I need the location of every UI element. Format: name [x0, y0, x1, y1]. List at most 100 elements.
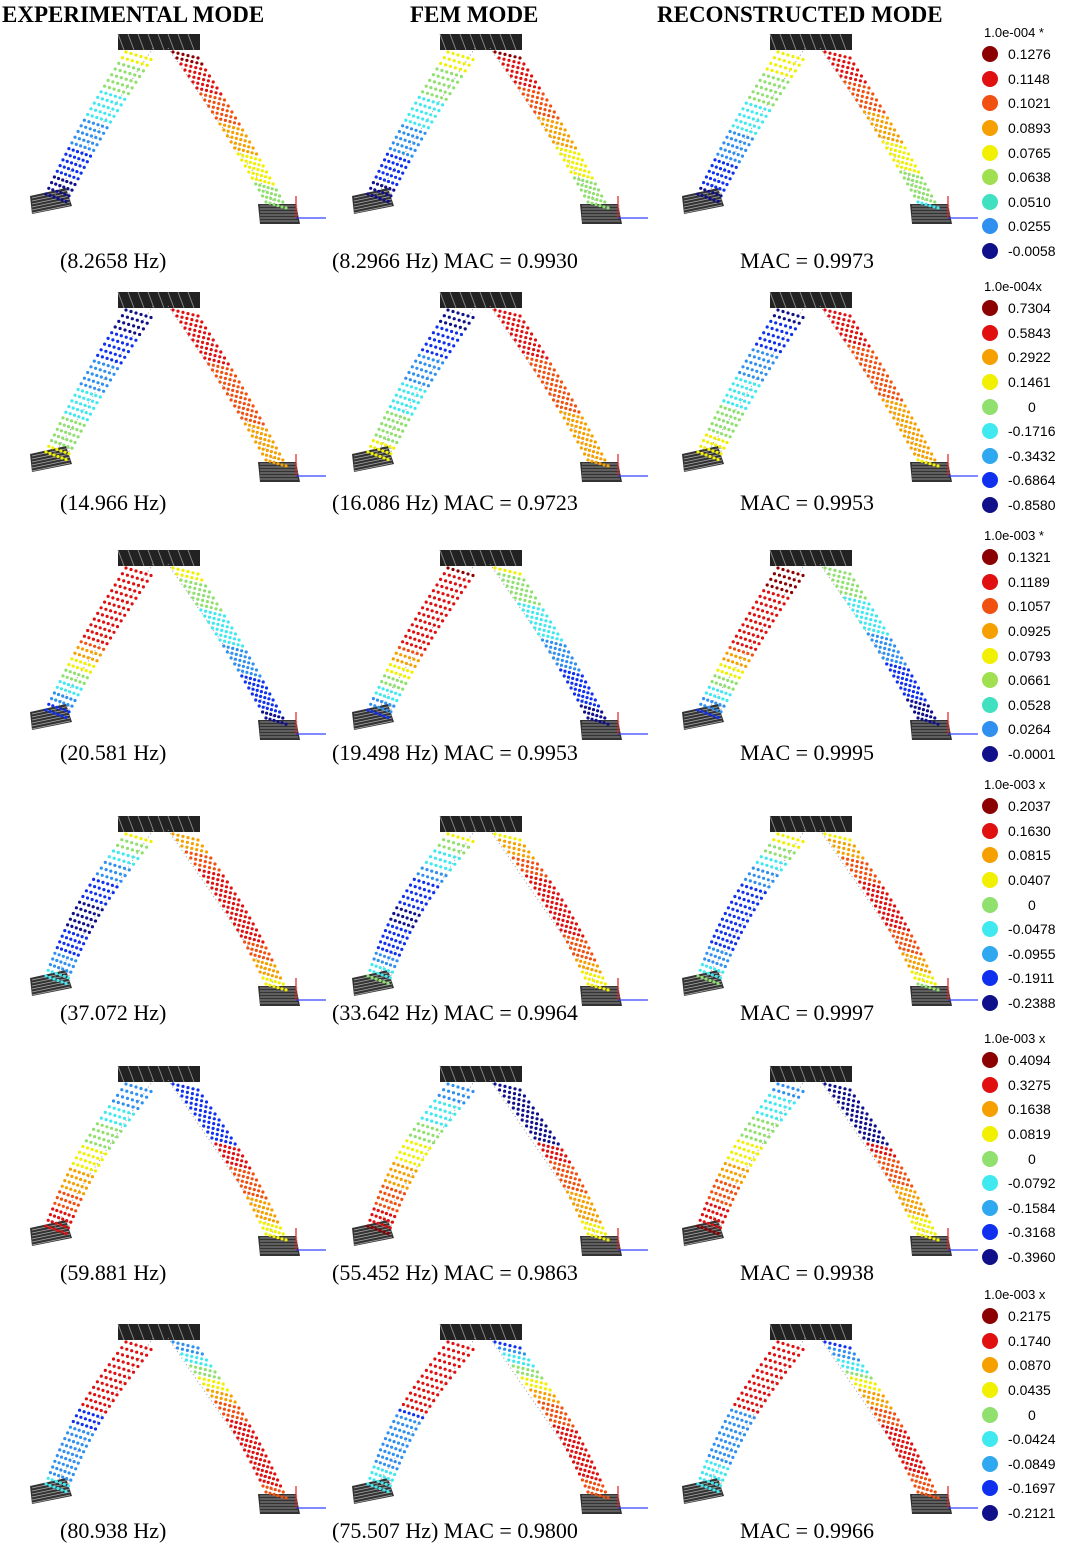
legend-value: 0.1148	[1008, 70, 1050, 87]
right-leg-displacement-points	[493, 566, 610, 726]
legend-entry: -0.8580	[974, 493, 1073, 518]
top-support-block	[117, 291, 200, 309]
undeformed-mesh-outline	[374, 563, 601, 725]
left-base-support	[352, 1220, 394, 1246]
fem-frequency-mac-caption-row-6: (75.507 Hz) MAC = 0.9800	[332, 1518, 578, 1543]
undeformed-mesh-outline	[374, 305, 601, 467]
legend-color-swatch	[982, 374, 998, 391]
legend-entry: 0.0528	[974, 693, 1073, 718]
right-base-support	[580, 1236, 622, 1256]
left-leg-displacement-points	[696, 308, 805, 462]
legend-color-swatch	[982, 1076, 998, 1093]
right-base-support	[910, 1236, 952, 1256]
axis-triad-icon	[947, 1228, 978, 1251]
axis-triad-icon	[617, 1228, 648, 1251]
legend-color-swatch	[982, 672, 998, 689]
legend-value: 0.1189	[1008, 573, 1050, 590]
legend-entry: -0.3960	[974, 1245, 1073, 1270]
legend-scale-factor: 1.0e-003 x	[984, 777, 1046, 792]
reconstructed-mac-caption-row-1: MAC = 0.9973	[740, 248, 875, 273]
top-support-block	[769, 815, 852, 833]
legend-color-swatch	[982, 423, 998, 440]
legend-color-swatch	[982, 1505, 998, 1522]
right-leg-displacement-points	[823, 308, 940, 468]
legend-entry: 0.0510	[974, 190, 1073, 215]
legend-color-swatch	[982, 847, 998, 864]
legend-color-swatch	[982, 243, 998, 260]
right-leg-displacement-points	[823, 832, 940, 992]
right-leg-displacement-points	[823, 50, 940, 210]
color-legend-row-1: 1.0e-004 * 0.1276 0.1148 0.1021 0.0893 0.0765…	[974, 24, 1073, 263]
color-legend-row-5: 1.0e-003 x 0.4094 0.3275 0.1638 0.0819 0 -0.07…	[974, 1030, 1073, 1269]
legend-entry: 0.1057	[974, 594, 1073, 619]
undeformed-mesh-outline	[374, 1079, 601, 1241]
legend-color-swatch	[982, 1175, 998, 1192]
right-leg-displacement-points	[493, 1340, 610, 1500]
axis-triad-icon	[295, 712, 326, 735]
legend-color-swatch	[982, 349, 998, 366]
fem-mode-plot-row-3	[352, 549, 648, 740]
legend-entry: 0.0793	[974, 643, 1073, 668]
fem-mode-plot-row-4	[352, 815, 648, 1006]
reconstructed-mac-caption-row-6: MAC = 0.9966	[740, 1518, 875, 1543]
legend-entry: -0.0058	[974, 239, 1073, 264]
legend-entry: -0.0849	[974, 1452, 1073, 1477]
left-base-support	[352, 704, 394, 730]
legend-value: -0.3168	[1008, 1224, 1056, 1241]
legend-value: 0.2037	[1008, 798, 1051, 815]
undeformed-mesh-outline	[704, 305, 931, 467]
experimental-mode-plot-row-6	[30, 1323, 326, 1514]
legend-color-swatch	[982, 300, 998, 317]
legend-value: -0.1697	[1008, 1480, 1056, 1497]
right-leg-displacement-points	[171, 50, 288, 210]
legend-entry: 0.0661	[974, 668, 1073, 693]
axis-triad-icon	[295, 978, 326, 1001]
color-legend-row-2: 1.0e-004x 0.7304 0.5843 0.2922 0.1461 0 -0.171…	[974, 278, 1073, 517]
axis-triad-icon	[947, 454, 978, 477]
right-leg-displacement-points	[171, 566, 288, 726]
legend-entry: -0.2121	[974, 1501, 1073, 1526]
left-leg-displacement-points	[44, 832, 153, 986]
legend-color-swatch	[982, 995, 998, 1012]
fem-frequency-mac-caption-row-5: (55.452 Hz) MAC = 0.9863	[332, 1260, 578, 1285]
legend-entry: 0.1148	[974, 67, 1073, 92]
legend-value: 0	[1028, 398, 1036, 415]
legend-color-swatch	[982, 798, 998, 815]
legend-scale-factor: 1.0e-003 x	[984, 1031, 1046, 1046]
legend-color-swatch	[982, 1382, 998, 1399]
legend-scale-factor: 1.0e-004x	[984, 279, 1042, 294]
legend-color-swatch	[982, 921, 998, 938]
legend-value: 0.0661	[1008, 672, 1051, 689]
experimental-frequency-caption-row-1: (8.2658 Hz)	[60, 248, 167, 273]
legend-value: -0.0849	[1008, 1455, 1056, 1472]
reconstructed-mac-caption-row-4: MAC = 0.9997	[740, 1000, 875, 1025]
top-support-block	[439, 1065, 522, 1083]
legend-color-swatch	[982, 472, 998, 489]
top-support-block	[769, 291, 852, 309]
legend-value: -0.8580	[1008, 497, 1056, 514]
right-base-support	[580, 462, 622, 482]
legend-value: 0.0638	[1008, 169, 1051, 186]
undeformed-mesh-outline	[374, 47, 601, 209]
legend-color-swatch	[982, 746, 998, 763]
legend-value: -0.0955	[1008, 945, 1056, 962]
legend-value: 0.0870	[1008, 1357, 1051, 1374]
legend-entry: 0	[974, 1402, 1073, 1427]
legend-value: -0.0001	[1008, 746, 1056, 763]
right-base-support	[580, 204, 622, 224]
legend-entry: -0.1716	[974, 419, 1073, 444]
legend-value: 0.0264	[1008, 721, 1051, 738]
axis-triad-icon	[295, 1486, 326, 1509]
legend-value: -0.3432	[1008, 447, 1056, 464]
left-leg-displacement-points	[696, 50, 805, 204]
fem-frequency-mac-caption-row-1: (8.2966 Hz) MAC = 0.9930	[332, 248, 578, 273]
legend-entry: -0.6864	[974, 468, 1073, 493]
axis-triad-icon	[947, 1486, 978, 1509]
legend-value: 0.1461	[1008, 374, 1051, 391]
legend-color-swatch	[982, 95, 998, 112]
axis-triad-icon	[617, 1486, 648, 1509]
axis-triad-icon	[947, 196, 978, 219]
legend-value: 0.5843	[1008, 324, 1051, 341]
legend-value: 0	[1028, 1406, 1036, 1423]
legend-entry: 0.1321	[974, 545, 1073, 570]
